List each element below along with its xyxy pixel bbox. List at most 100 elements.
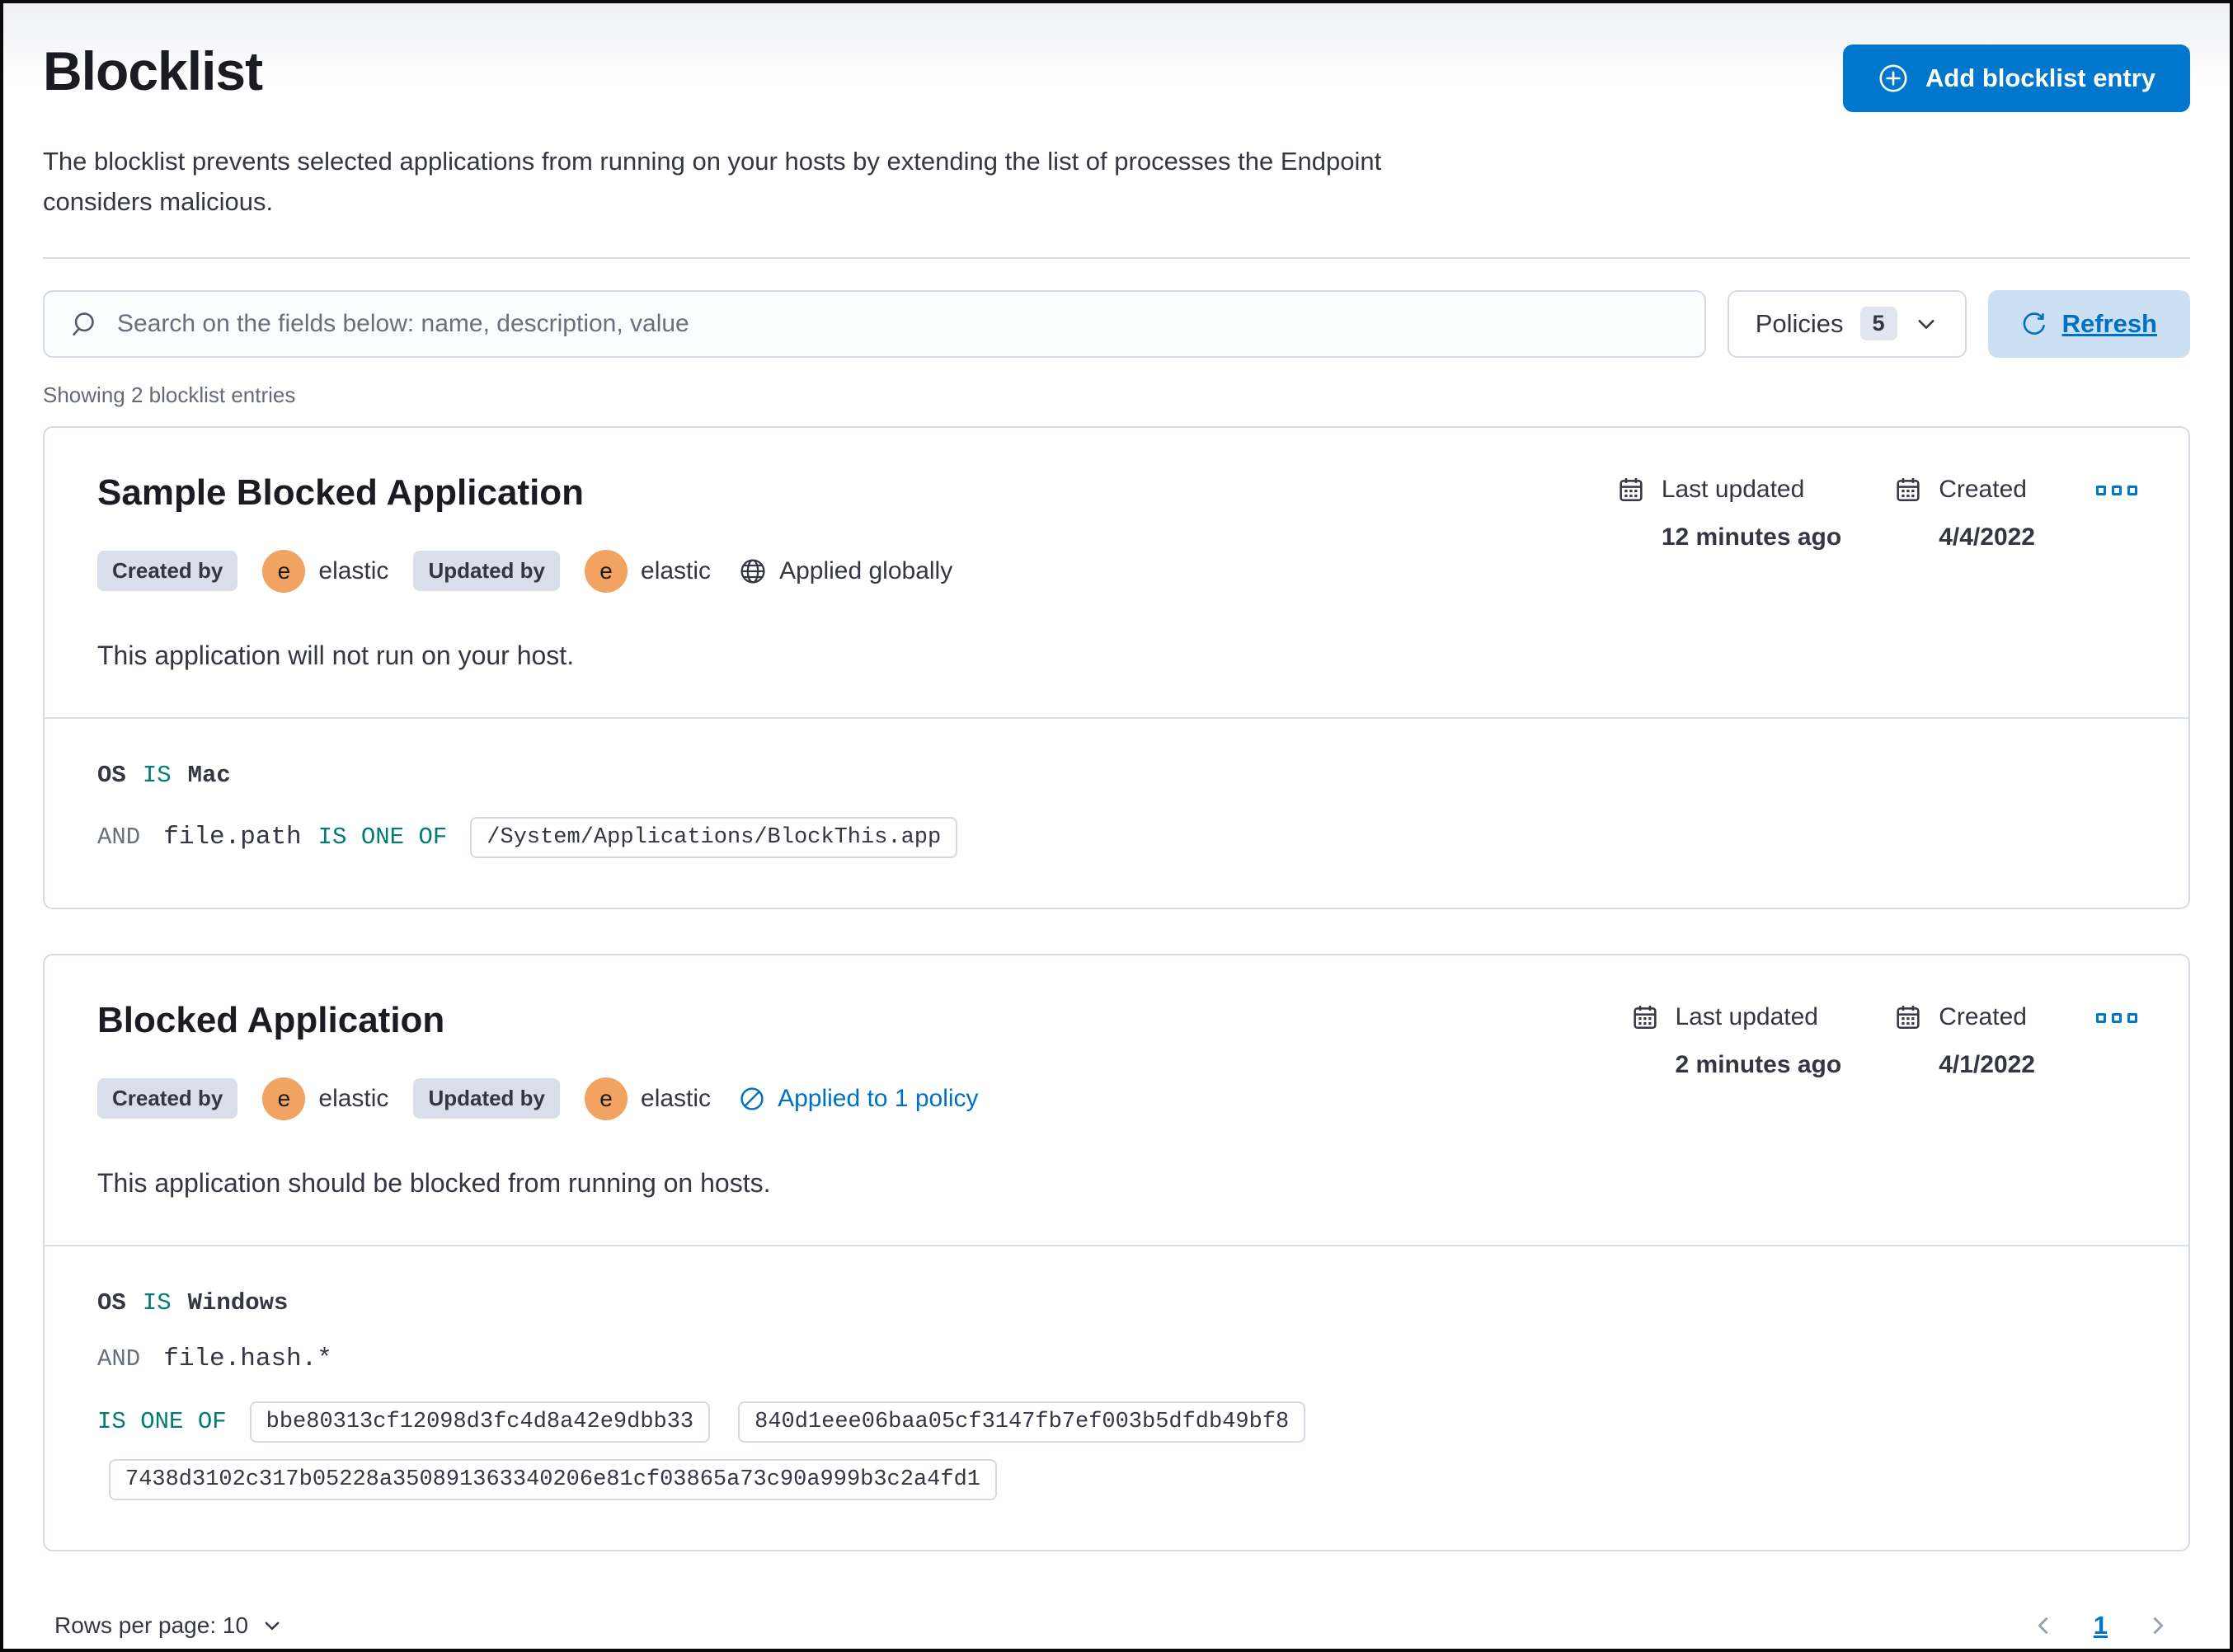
policies-filter-label: Policies <box>1755 308 1844 338</box>
toolbar: Policies 5 Refresh <box>43 289 2190 358</box>
entry-description: This application should be blocked from … <box>97 1167 771 1198</box>
page-1-button[interactable]: 1 <box>2087 1607 2114 1644</box>
add-blocklist-entry-button[interactable]: Add blocklist entry <box>1842 45 2190 112</box>
entry-criteria: OS IS Mac AND file.path IS ONE OF /Syste… <box>45 719 2188 908</box>
page-description: The blocklist prevents selected applicat… <box>43 147 1382 216</box>
add-blocklist-entry-label: Add blocklist entry <box>1925 63 2155 92</box>
criteria-condition-line: AND file.hash.* <box>97 1345 2136 1373</box>
updated-by-user-chip: e elastic <box>585 1077 711 1120</box>
policies-filter-button[interactable]: Policies 5 <box>1727 289 1967 358</box>
search-input[interactable] <box>115 308 1680 339</box>
criteria-os-line: OS IS Mac <box>97 762 2136 789</box>
plus-circle-icon <box>1878 63 1909 94</box>
criteria-conjunction: AND <box>97 824 141 852</box>
avatar: e <box>262 549 306 593</box>
criteria-condition-line: AND file.path IS ONE OF /System/Applicat… <box>97 816 2136 858</box>
criteria-operator: IS <box>142 1288 172 1316</box>
criteria-operator: IS ONE OF <box>97 1408 227 1436</box>
criteria-field-name: file.path <box>163 823 302 852</box>
entry-actions-menu-button[interactable] <box>2091 476 2142 505</box>
page-title: Blocklist <box>43 40 263 101</box>
last-updated-group: Last updated 12 minutes ago <box>1617 476 1841 551</box>
created-label: Created <box>1939 1002 2027 1030</box>
created-value: 4/1/2022 <box>1939 1050 2035 1078</box>
chevron-down-icon <box>1914 312 1939 336</box>
results-count: Showing 2 blocklist entries <box>43 382 296 407</box>
next-page-button[interactable] <box>2139 1607 2177 1645</box>
scope-label: Applied to 1 policy <box>778 1084 979 1112</box>
updated-by-user-chip: e elastic <box>585 549 712 593</box>
created-by-user-chip: e elastic <box>262 549 388 593</box>
criteria-value-pill: bbe80313cf12098d3fc4d8a42e9dbb33 <box>249 1401 711 1443</box>
scope-label: Applied globally <box>779 556 953 584</box>
criteria-os-line: OS IS Windows <box>97 1289 2136 1316</box>
updated-by-badge: Updated by <box>413 551 561 592</box>
boxes-horizontal-icon <box>2096 485 2106 495</box>
partial-circle-icon <box>739 1086 765 1112</box>
page-header: Blocklist Add blocklist entry <box>43 3 2190 112</box>
created-label: Created <box>1939 475 2027 503</box>
rows-per-page-button[interactable]: Rows per page: 10 <box>43 1604 294 1647</box>
avatar: e <box>262 1077 306 1120</box>
criteria-value-pill: /System/Applications/BlockThis.app <box>470 816 958 858</box>
chevron-left-icon <box>2031 1613 2056 1638</box>
criteria-field: OS <box>97 761 126 789</box>
created-group: Created 4/1/2022 <box>1894 1003 2035 1079</box>
created-value: 4/4/2022 <box>1939 523 2035 551</box>
created-by-badge: Created by <box>97 1078 238 1119</box>
criteria-conjunction: AND <box>97 1345 141 1373</box>
criteria-field-name: file.hash.* <box>163 1344 332 1373</box>
chevron-right-icon <box>2146 1613 2170 1638</box>
entry-head-left: Blocked Application Created by e elastic… <box>97 1000 979 1120</box>
entry-head-left: Sample Blocked Application Created by e … <box>97 472 952 593</box>
avatar: e <box>585 549 628 593</box>
entry-head-right: Last updated 2 minutes ago <box>1631 1000 2143 1120</box>
header-divider <box>43 256 2190 259</box>
applied-policies-link[interactable]: Applied to 1 policy <box>739 1085 979 1113</box>
calendar-icon <box>1894 1003 1922 1031</box>
entry-actions-menu-button[interactable] <box>2091 1003 2142 1033</box>
entry-title: Sample Blocked Application <box>97 472 585 513</box>
entry-head-right: Last updated 12 minutes ago <box>1617 472 2142 593</box>
blocklist-entry-card-blocked: Blocked Application Created by e elastic… <box>43 953 2190 1551</box>
refresh-label: Refresh <box>2061 308 2157 338</box>
criteria-value-pill: 840d1eee06baa05cf3147fb7ef003b5dfdb49bf8 <box>738 1401 1306 1443</box>
criteria-field: OS <box>97 1288 126 1316</box>
table-footer: Rows per page: 10 1 <box>43 1604 2190 1649</box>
criteria-value: Windows <box>187 1288 289 1316</box>
updated-by-user-name: elastic <box>641 1084 712 1112</box>
search-box <box>43 289 1706 358</box>
pagination: 1 <box>2024 1607 2190 1645</box>
updated-by-user-name: elastic <box>641 556 712 584</box>
entry-title: Blocked Application <box>97 999 445 1040</box>
refresh-button[interactable]: Refresh <box>1987 289 2190 358</box>
criteria-operator: IS <box>142 761 172 789</box>
entry-description: This application will not run on your ho… <box>97 640 575 670</box>
last-updated-label: Last updated <box>1675 1002 1818 1030</box>
entry-criteria: OS IS Windows AND file.hash.* IS ONE OF … <box>45 1246 2188 1550</box>
last-updated-value: 12 minutes ago <box>1661 523 1842 551</box>
criteria-value-pill: 7438d3102c317b05228a350891363340206e81cf… <box>109 1458 997 1500</box>
last-updated-group: Last updated 2 minutes ago <box>1631 1002 1842 1079</box>
globe-icon <box>739 557 767 585</box>
calendar-icon <box>1894 476 1922 504</box>
entry-meta-row: Created by e elastic Updated by e elasti… <box>97 549 952 593</box>
blocklist-entry-card-sample: Sample Blocked Application Created by e … <box>43 425 2190 909</box>
calendar-icon <box>1631 1003 1659 1031</box>
card-divider <box>45 1244 2188 1246</box>
created-by-user-name: elastic <box>318 1084 389 1112</box>
search-icon <box>69 310 97 338</box>
entry-meta-row: Created by e elastic Updated by e elasti… <box>97 1077 979 1120</box>
applied-globally-indicator: Applied globally <box>739 557 952 585</box>
last-updated-value: 2 minutes ago <box>1675 1050 1842 1078</box>
created-by-badge: Created by <box>97 551 238 592</box>
criteria-values-line: IS ONE OF bbe80313cf12098d3fc4d8a42e9dbb… <box>97 1401 2136 1500</box>
blocklist-page: Blocklist Add blocklist entry The blockl… <box>3 3 2230 1649</box>
last-updated-label: Last updated <box>1661 475 1805 503</box>
boxes-horizontal-icon <box>2096 1012 2106 1023</box>
criteria-operator: IS ONE OF <box>317 824 448 852</box>
avatar: e <box>585 1077 628 1120</box>
card-divider <box>45 716 2188 719</box>
previous-page-button[interactable] <box>2024 1607 2062 1645</box>
